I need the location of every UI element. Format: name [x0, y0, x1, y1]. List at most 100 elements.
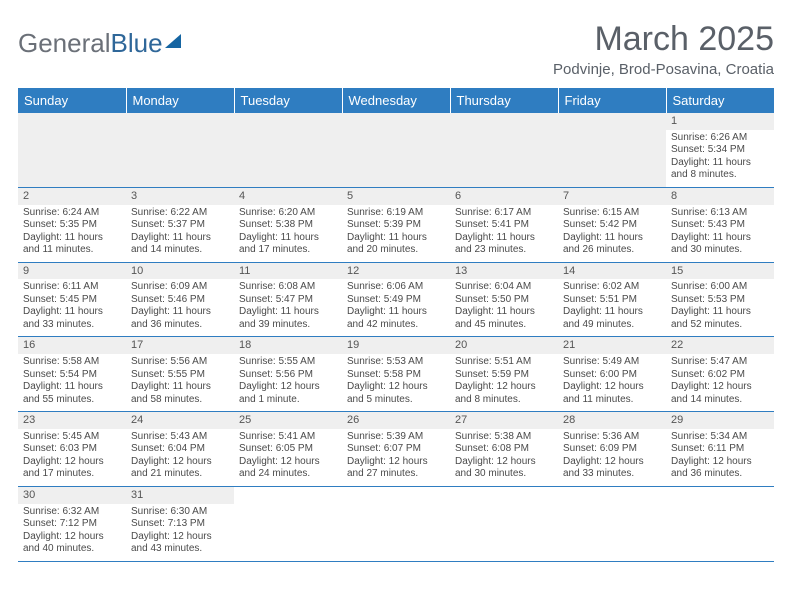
- calendar-day-cell: 22Sunrise: 5:47 AMSunset: 6:02 PMDayligh…: [666, 337, 774, 412]
- day-number: 19: [342, 337, 450, 354]
- day-number: 2: [18, 188, 126, 205]
- day-detail: Sunset: 5:54 PM: [23, 369, 121, 382]
- day-detail: and 49 minutes.: [563, 319, 661, 332]
- day-detail: and 26 minutes.: [563, 244, 661, 257]
- calendar-day-cell: [234, 113, 342, 187]
- day-number: 26: [342, 412, 450, 429]
- logo-text-1: General: [18, 28, 111, 59]
- calendar-day-cell: 31Sunrise: 6:30 AMSunset: 7:13 PMDayligh…: [126, 486, 234, 561]
- calendar-day-cell: 20Sunrise: 5:51 AMSunset: 5:59 PMDayligh…: [450, 337, 558, 412]
- calendar-day-cell: 30Sunrise: 6:32 AMSunset: 7:12 PMDayligh…: [18, 486, 126, 561]
- calendar-day-cell: 12Sunrise: 6:06 AMSunset: 5:49 PMDayligh…: [342, 262, 450, 337]
- calendar-day-cell: [18, 113, 126, 187]
- day-detail: Sunrise: 6:00 AM: [671, 281, 769, 294]
- day-detail: and 36 minutes.: [131, 319, 229, 332]
- logo-flag-icon: [165, 34, 181, 48]
- day-detail: Sunset: 5:42 PM: [563, 219, 661, 232]
- day-detail: Sunset: 6:04 PM: [131, 443, 229, 456]
- day-detail: Daylight: 12 hours: [23, 456, 121, 469]
- day-detail: Daylight: 12 hours: [671, 381, 769, 394]
- day-detail: Sunrise: 5:51 AM: [455, 356, 553, 369]
- day-detail: Sunrise: 5:39 AM: [347, 431, 445, 444]
- calendar-week-row: 2Sunrise: 6:24 AMSunset: 5:35 PMDaylight…: [18, 187, 774, 262]
- day-detail: and 11 minutes.: [563, 394, 661, 407]
- calendar-day-cell: [342, 113, 450, 187]
- day-detail: and 23 minutes.: [455, 244, 553, 257]
- day-number: 17: [126, 337, 234, 354]
- day-detail: Sunrise: 5:36 AM: [563, 431, 661, 444]
- calendar-day-cell: 16Sunrise: 5:58 AMSunset: 5:54 PMDayligh…: [18, 337, 126, 412]
- day-detail: Sunrise: 5:58 AM: [23, 356, 121, 369]
- day-header: Wednesday: [342, 88, 450, 113]
- day-detail: Daylight: 12 hours: [563, 381, 661, 394]
- calendar-day-cell: 18Sunrise: 5:55 AMSunset: 5:56 PMDayligh…: [234, 337, 342, 412]
- day-detail: and 11 minutes.: [23, 244, 121, 257]
- day-number: 28: [558, 412, 666, 429]
- day-detail: Sunset: 6:03 PM: [23, 443, 121, 456]
- day-detail: and 40 minutes.: [23, 543, 121, 556]
- day-detail: and 17 minutes.: [239, 244, 337, 257]
- calendar-day-cell: [558, 486, 666, 561]
- calendar-day-cell: [450, 486, 558, 561]
- calendar-day-cell: 26Sunrise: 5:39 AMSunset: 6:07 PMDayligh…: [342, 412, 450, 487]
- day-detail: Sunset: 5:38 PM: [239, 219, 337, 232]
- day-detail: Sunset: 5:39 PM: [347, 219, 445, 232]
- day-number: 15: [666, 263, 774, 280]
- day-number: 7: [558, 188, 666, 205]
- day-detail: and 45 minutes.: [455, 319, 553, 332]
- day-detail: Daylight: 11 hours: [131, 381, 229, 394]
- day-detail: and 55 minutes.: [23, 394, 121, 407]
- day-number: 4: [234, 188, 342, 205]
- calendar-table: SundayMondayTuesdayWednesdayThursdayFrid…: [18, 88, 774, 562]
- calendar-day-cell: [450, 113, 558, 187]
- day-detail: Sunset: 6:07 PM: [347, 443, 445, 456]
- day-detail: Sunrise: 6:02 AM: [563, 281, 661, 294]
- day-detail: and 27 minutes.: [347, 468, 445, 481]
- day-detail: Sunset: 6:00 PM: [563, 369, 661, 382]
- day-detail: Sunset: 5:58 PM: [347, 369, 445, 382]
- day-detail: Sunrise: 5:38 AM: [455, 431, 553, 444]
- day-detail: and 20 minutes.: [347, 244, 445, 257]
- day-number: 30: [18, 487, 126, 504]
- calendar-day-cell: 15Sunrise: 6:00 AMSunset: 5:53 PMDayligh…: [666, 262, 774, 337]
- day-detail: and 8 minutes.: [671, 169, 769, 182]
- calendar-week-row: 1Sunrise: 6:26 AMSunset: 5:34 PMDaylight…: [18, 113, 774, 187]
- day-detail: Daylight: 11 hours: [455, 306, 553, 319]
- day-detail: Sunrise: 5:49 AM: [563, 356, 661, 369]
- calendar-day-cell: 2Sunrise: 6:24 AMSunset: 5:35 PMDaylight…: [18, 187, 126, 262]
- day-detail: Sunset: 5:43 PM: [671, 219, 769, 232]
- day-detail: Daylight: 11 hours: [347, 232, 445, 245]
- day-detail: Sunset: 5:37 PM: [131, 219, 229, 232]
- calendar-day-cell: 27Sunrise: 5:38 AMSunset: 6:08 PMDayligh…: [450, 412, 558, 487]
- day-detail: Daylight: 11 hours: [131, 232, 229, 245]
- day-detail: Daylight: 11 hours: [563, 306, 661, 319]
- day-detail: Sunset: 5:46 PM: [131, 294, 229, 307]
- day-detail: Daylight: 11 hours: [455, 232, 553, 245]
- day-detail: and 24 minutes.: [239, 468, 337, 481]
- calendar-body: 1Sunrise: 6:26 AMSunset: 5:34 PMDaylight…: [18, 113, 774, 561]
- calendar-day-cell: 23Sunrise: 5:45 AMSunset: 6:03 PMDayligh…: [18, 412, 126, 487]
- day-detail: Sunrise: 5:43 AM: [131, 431, 229, 444]
- day-detail: Daylight: 11 hours: [239, 306, 337, 319]
- day-number: 18: [234, 337, 342, 354]
- day-detail: Daylight: 11 hours: [23, 306, 121, 319]
- day-detail: Sunset: 7:12 PM: [23, 518, 121, 531]
- day-header: Friday: [558, 88, 666, 113]
- day-number: 21: [558, 337, 666, 354]
- day-number: 23: [18, 412, 126, 429]
- day-detail: Daylight: 12 hours: [671, 456, 769, 469]
- day-number: 14: [558, 263, 666, 280]
- calendar-day-cell: [558, 113, 666, 187]
- day-detail: Sunrise: 5:55 AM: [239, 356, 337, 369]
- day-detail: Daylight: 11 hours: [671, 306, 769, 319]
- day-detail: Sunset: 5:55 PM: [131, 369, 229, 382]
- calendar-day-cell: 3Sunrise: 6:22 AMSunset: 5:37 PMDaylight…: [126, 187, 234, 262]
- day-detail: Sunrise: 6:30 AM: [131, 506, 229, 519]
- day-detail: Sunset: 7:13 PM: [131, 518, 229, 531]
- day-detail: and 21 minutes.: [131, 468, 229, 481]
- calendar-header-row: SundayMondayTuesdayWednesdayThursdayFrid…: [18, 88, 774, 113]
- day-number: 10: [126, 263, 234, 280]
- day-header: Tuesday: [234, 88, 342, 113]
- day-detail: Sunrise: 5:53 AM: [347, 356, 445, 369]
- day-detail: Sunrise: 6:13 AM: [671, 207, 769, 220]
